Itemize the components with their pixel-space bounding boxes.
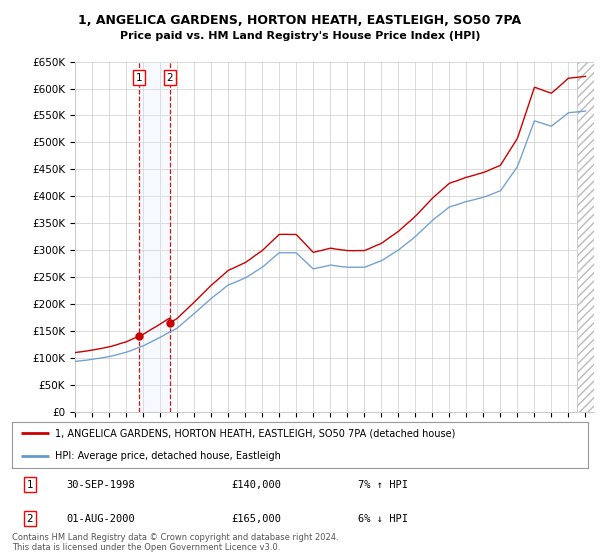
Bar bbox=[139, 62, 170, 412]
Text: 7% ↑ HPI: 7% ↑ HPI bbox=[358, 480, 407, 490]
Text: £140,000: £140,000 bbox=[231, 480, 281, 490]
Text: 2: 2 bbox=[26, 514, 33, 524]
Text: 1, ANGELICA GARDENS, HORTON HEATH, EASTLEIGH, SO50 7PA (detached house): 1, ANGELICA GARDENS, HORTON HEATH, EASTL… bbox=[55, 428, 455, 438]
Bar bbox=[577, 62, 594, 412]
Bar bbox=[577, 62, 594, 412]
Text: 6% ↓ HPI: 6% ↓ HPI bbox=[358, 514, 407, 524]
Text: £165,000: £165,000 bbox=[231, 514, 281, 524]
Text: 1: 1 bbox=[136, 73, 142, 83]
Text: 1, ANGELICA GARDENS, HORTON HEATH, EASTLEIGH, SO50 7PA: 1, ANGELICA GARDENS, HORTON HEATH, EASTL… bbox=[79, 14, 521, 27]
Text: 1: 1 bbox=[26, 480, 33, 490]
Text: HPI: Average price, detached house, Eastleigh: HPI: Average price, detached house, East… bbox=[55, 451, 281, 461]
Text: Contains HM Land Registry data © Crown copyright and database right 2024.: Contains HM Land Registry data © Crown c… bbox=[12, 533, 338, 542]
Text: 2: 2 bbox=[167, 73, 173, 83]
Text: Price paid vs. HM Land Registry's House Price Index (HPI): Price paid vs. HM Land Registry's House … bbox=[120, 31, 480, 41]
Text: 01-AUG-2000: 01-AUG-2000 bbox=[67, 514, 136, 524]
Text: This data is licensed under the Open Government Licence v3.0.: This data is licensed under the Open Gov… bbox=[12, 543, 280, 552]
Text: 30-SEP-1998: 30-SEP-1998 bbox=[67, 480, 136, 490]
